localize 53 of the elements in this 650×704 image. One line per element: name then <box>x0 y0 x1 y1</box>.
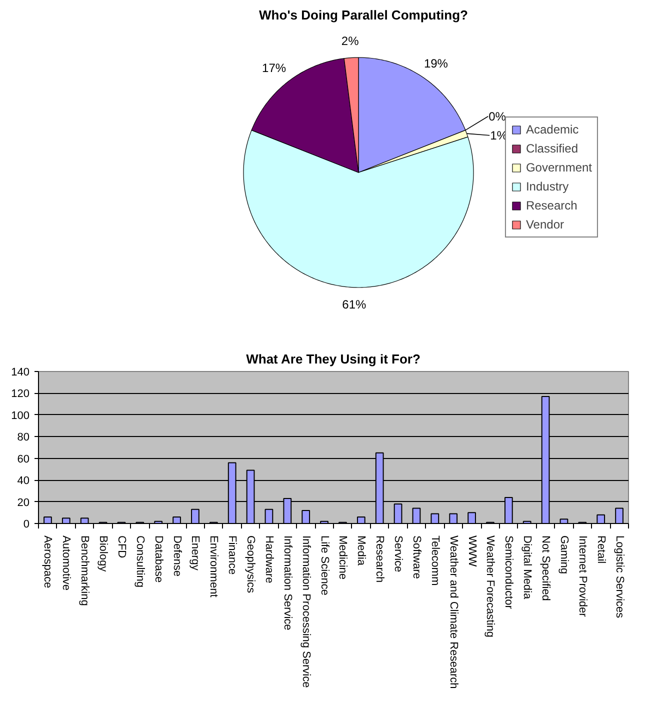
x-tick-label: Biology <box>97 536 110 572</box>
x-tick-label: Weather and Climate Research <box>447 536 460 689</box>
x-tick-label: Information Processing Service <box>300 536 312 688</box>
x-tick-label: Energy <box>189 536 202 571</box>
x-tick-label: Automotive <box>60 536 72 591</box>
x-tick-label: Weather Forecasting <box>484 536 496 638</box>
x-tick-label: Research <box>374 536 386 583</box>
x-tick-label: Internet Provider <box>576 536 588 618</box>
x-tick-label: Database <box>152 536 164 583</box>
x-tick-label: Medicine <box>336 536 349 580</box>
chart-title: What Are They Using it For? <box>246 352 420 366</box>
x-tick-label: Benchmarking <box>78 536 91 606</box>
x-tick-label: Information Service <box>281 536 294 630</box>
x-tick-label: Software <box>410 536 422 579</box>
data-label: 61% <box>342 297 367 312</box>
x-tick-label: Not Specified <box>540 536 552 601</box>
x-tick-label: Hardware <box>262 536 275 584</box>
x-tick-label: Gaming <box>558 536 570 574</box>
legend-label: Government <box>526 160 592 174</box>
x-tick-label: Finance <box>226 536 238 575</box>
y-tick-label: 120 <box>11 388 30 400</box>
data-label: 19% <box>424 56 448 70</box>
legend-label: Academic <box>526 122 579 136</box>
y-tick-label: 60 <box>17 453 30 466</box>
y-tick-label: 20 <box>17 496 30 509</box>
legend-label: Research <box>526 198 578 212</box>
y-tick-label: 80 <box>17 432 30 444</box>
legend-label: Vendor <box>526 218 564 232</box>
data-label: 2% <box>341 34 360 48</box>
x-tick-label: Consulting <box>134 536 146 588</box>
y-tick-label: 100 <box>11 410 30 422</box>
x-tick-label: WWW <box>466 536 478 568</box>
y-tick-label: 140 <box>11 366 30 378</box>
chart-title: Who's Doing Parallel Computing? <box>259 8 468 22</box>
x-tick-label: Defense <box>170 536 183 576</box>
x-tick-label: Environment <box>208 536 220 598</box>
data-label: 17% <box>262 61 286 76</box>
x-tick-label: Retail <box>594 536 607 564</box>
legend-label: Industry <box>526 180 569 194</box>
x-tick-label: Semiconductor <box>502 536 515 610</box>
x-tick-label: Logistic Services <box>613 536 626 619</box>
x-tick-label: Media <box>355 536 368 566</box>
text: 0% <box>488 109 506 124</box>
x-tick-label: Aerospace <box>42 536 54 588</box>
x-tick-label: Geophysics <box>244 536 257 594</box>
x-tick-label: Life Science <box>318 536 330 596</box>
x-tick-label: Service <box>392 536 404 572</box>
y-tick-label: 0 <box>23 518 30 530</box>
y-tick-label: 40 <box>17 475 30 488</box>
x-tick-label: Digital Media <box>521 536 534 600</box>
x-tick-label: Telecomm <box>428 536 441 586</box>
legend-label: Classified <box>526 142 578 156</box>
x-tick-label: CFD <box>115 536 128 558</box>
